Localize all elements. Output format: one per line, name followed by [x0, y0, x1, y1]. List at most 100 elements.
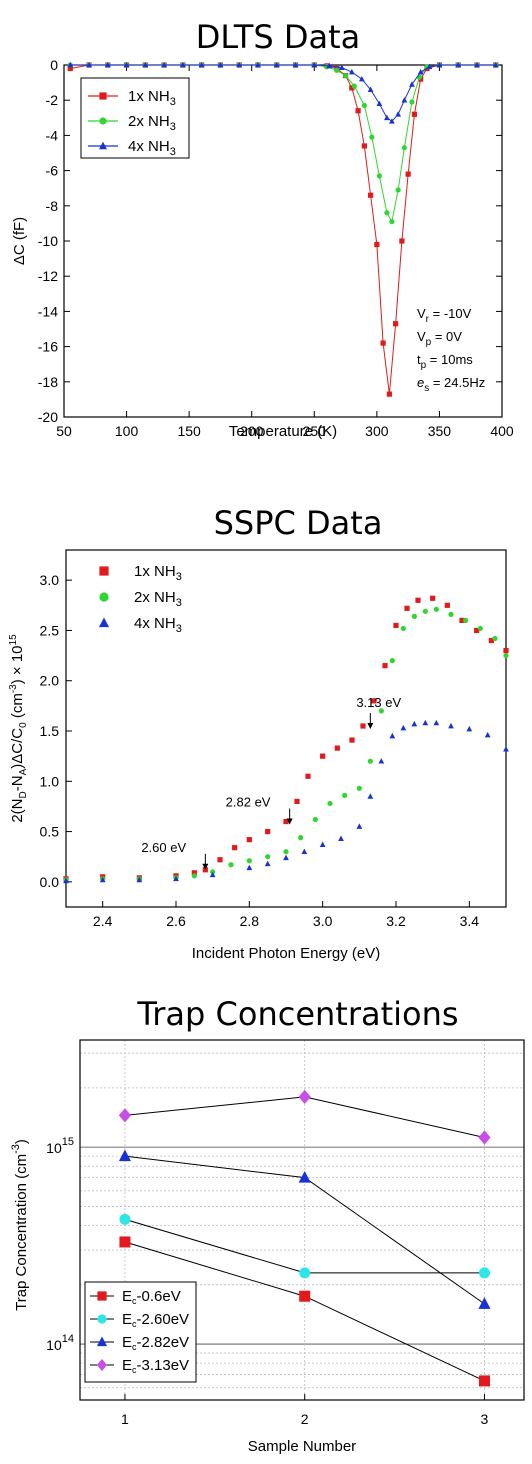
data-point	[348, 68, 355, 75]
legend-marker	[99, 92, 107, 100]
data-point	[273, 61, 280, 68]
legend-sub: c	[132, 1365, 137, 1375]
data-point	[349, 85, 355, 91]
annotation-label: 3.13 eV	[356, 695, 401, 710]
data-point	[217, 61, 224, 68]
data-point	[389, 658, 395, 664]
data-point	[136, 876, 143, 883]
legend-suffix: -2.60eV	[137, 1311, 190, 1328]
y-tick-label: 0.5	[40, 824, 60, 840]
x-tick-label: 2.8	[240, 913, 260, 929]
data-point	[298, 1171, 311, 1183]
data-point	[342, 792, 348, 798]
data-point	[369, 134, 375, 140]
data-point	[299, 1290, 311, 1302]
data-point	[319, 841, 326, 847]
data-point	[298, 835, 304, 841]
data-point	[86, 61, 92, 68]
legend-marker	[98, 617, 110, 628]
data-point	[294, 798, 300, 805]
data-point	[327, 800, 333, 807]
y-tick-label: -14	[38, 303, 58, 319]
data-point	[265, 854, 271, 860]
data-point	[503, 652, 509, 659]
data-point	[448, 722, 454, 729]
data-point	[255, 61, 261, 68]
x-tick-label: 3.4	[460, 913, 480, 929]
plot-frame	[79, 1039, 525, 1401]
legend-marker	[96, 1359, 108, 1371]
data-point	[63, 877, 69, 884]
legend-sub: 3	[176, 597, 182, 609]
ylabel-part: Trap Concentration (cm	[13, 1154, 30, 1311]
data-point	[455, 61, 462, 68]
sspc-title: SSPC Data	[214, 504, 383, 542]
ylabel-part: )ΔC/C	[9, 728, 26, 769]
sspc-x-label: Incident Photon Energy (eV)	[192, 945, 380, 962]
ylabel-part: (cm	[9, 693, 26, 722]
data-point	[99, 876, 106, 883]
legend-suffix: -2.82eV	[137, 1334, 190, 1351]
data-point	[265, 828, 271, 835]
y-tick-label: 1015	[46, 1136, 74, 1156]
legend-name: E	[122, 1357, 132, 1374]
data-point	[415, 597, 421, 603]
data-point	[67, 65, 73, 72]
x-tick-label: 50	[56, 423, 72, 439]
y-tick-label: -18	[38, 374, 58, 390]
data-point	[298, 1089, 311, 1105]
trap-y-label: Trap Concentration (cm-3)	[10, 1139, 30, 1311]
data-point	[312, 816, 318, 823]
x-tick-label: 200	[240, 423, 264, 439]
legend-label: 2x NH3	[128, 113, 176, 133]
y-tick-label: -10	[38, 233, 58, 249]
trap-title: Trap Concentrations	[136, 995, 458, 1033]
data-point	[395, 187, 401, 193]
data-point	[367, 86, 374, 92]
ylabel-part: )	[13, 1139, 30, 1144]
data-point	[119, 1213, 131, 1225]
data-point	[404, 605, 410, 611]
data-point	[305, 773, 311, 779]
y-tick-label: -6	[46, 163, 59, 179]
dlts-panel: DLTS Data Temperature (K) 50 100 150 200 250…	[0, 0, 532, 440]
data-point	[367, 758, 373, 764]
data-point	[355, 108, 361, 114]
param-value: = -10V	[429, 306, 472, 321]
data-point	[417, 68, 424, 75]
legend-marker	[99, 117, 107, 125]
data-point	[422, 608, 428, 614]
x-tick-label: 3.0	[313, 913, 333, 929]
data-point	[356, 785, 362, 791]
y-tick-label: -4	[46, 127, 59, 143]
parameter-annotation: es = 24.5Hz	[417, 375, 485, 394]
x-tick-label: 400	[490, 423, 514, 439]
data-point	[320, 753, 326, 759]
parameter-annotation: Vr = -10V	[417, 306, 472, 325]
param-sub: p	[421, 360, 427, 371]
legend-name: E	[122, 1311, 132, 1328]
annotation-label: 2.82 eV	[226, 795, 271, 810]
legend-marker	[99, 592, 109, 602]
data-point	[198, 61, 205, 68]
data-point	[236, 61, 243, 68]
data-point	[361, 143, 367, 149]
legend-box	[80, 77, 190, 159]
y-tick-label: 0.0	[40, 874, 60, 890]
data-point	[334, 745, 340, 751]
data-point	[368, 192, 374, 198]
data-point	[411, 720, 418, 727]
y-tick-label: -8	[46, 198, 59, 214]
data-point	[361, 102, 367, 109]
x-tick-label: 350	[428, 423, 452, 439]
x-tick-label: 100	[115, 423, 139, 439]
data-point	[246, 864, 253, 871]
trap-x-label: Sample Number	[248, 1438, 356, 1455]
y-tick-label: 2.5	[40, 622, 60, 638]
data-point	[104, 61, 111, 68]
data-point	[466, 725, 473, 732]
ylabel-sup: 15	[8, 634, 19, 646]
data-point	[311, 61, 318, 68]
param-value: = 24.5Hz	[429, 375, 485, 390]
sspc-chart: SSPC Data 2.4 2.6 2.8 3.0 3.2 3.4 0.0 0.5 1.0 1.5…	[8, 504, 509, 962]
